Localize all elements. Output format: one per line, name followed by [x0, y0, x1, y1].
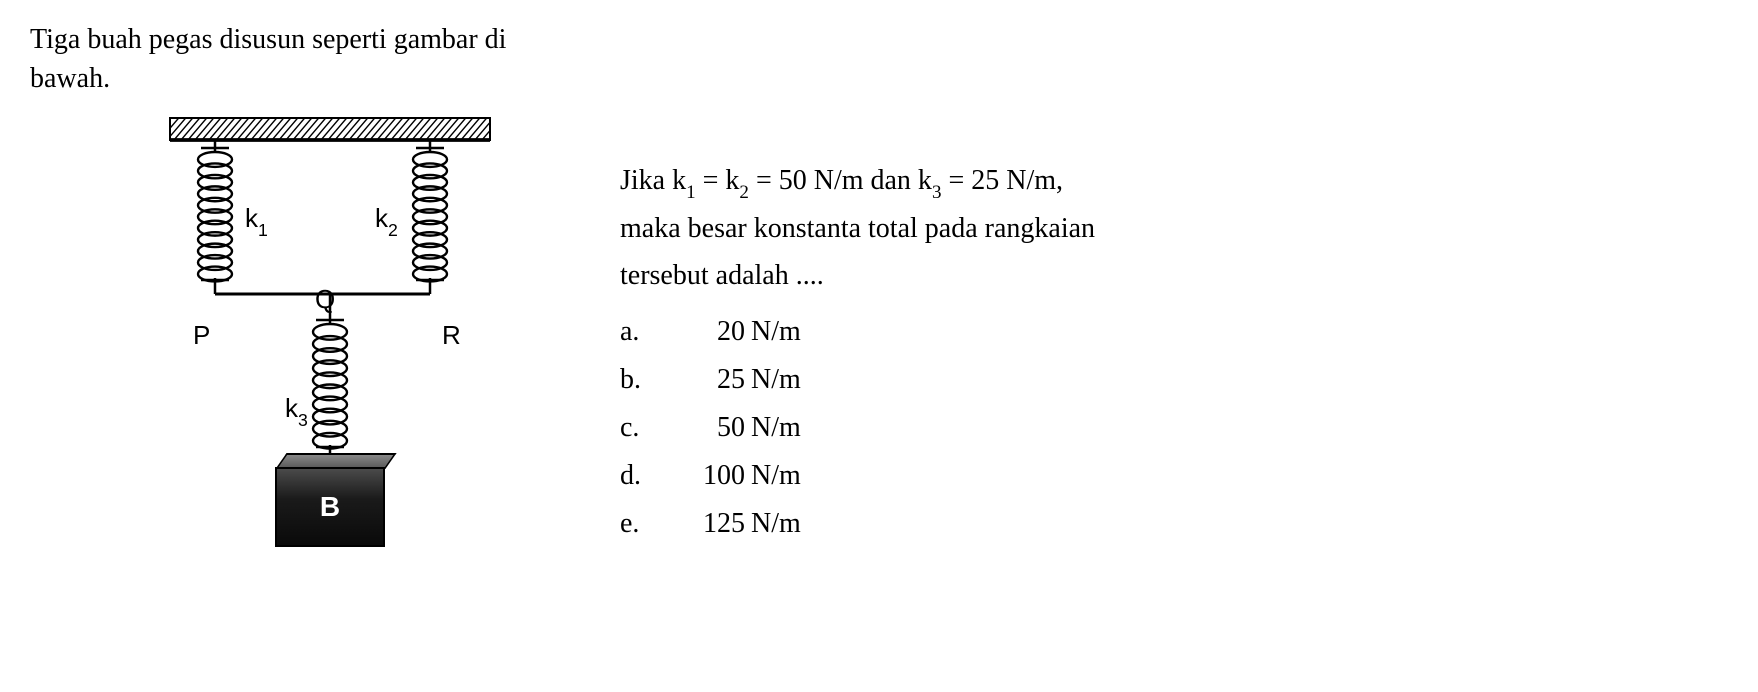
option-letter: b. [620, 359, 675, 401]
option-value: 50 [675, 407, 745, 449]
question-line-3: tersebut adalah .... [620, 260, 824, 291]
label-k1: k1 [245, 203, 268, 238]
option-unit: N/m [751, 311, 801, 353]
question-line-2: maka besar konstanta total pada rangkaia… [620, 213, 1095, 244]
mass-block: B [275, 467, 385, 547]
option-value: 20 [675, 311, 745, 353]
intro-line-2: bawah. [30, 59, 1728, 98]
option-letter: c. [620, 407, 675, 449]
spring-diagram: k1 k2 k3 P Q R B [130, 108, 580, 658]
question-text: Jika k1 = k2 = 50 N/m dan k3 = 25 N/m, m… [620, 158, 1728, 298]
option-d: d. 100 N/m [620, 455, 1728, 497]
option-e: e. 125 N/m [620, 503, 1728, 545]
options-list: a. 20 N/m b. 25 N/m c. 50 N/m d. 100 N/m… [620, 311, 1728, 545]
block-label: B [320, 491, 340, 523]
option-b: b. 25 N/m [620, 359, 1728, 401]
option-a: a. 20 N/m [620, 311, 1728, 353]
option-value: 100 [675, 455, 745, 497]
label-k3: k3 [285, 393, 308, 428]
diagram-svg [130, 108, 580, 658]
option-letter: e. [620, 503, 675, 545]
option-c: c. 50 N/m [620, 407, 1728, 449]
intro-line-1: Tiga buah pegas disusun seperti gambar d… [30, 20, 1728, 59]
option-value: 25 [675, 359, 745, 401]
option-unit: N/m [751, 455, 801, 497]
label-q: Q [315, 284, 335, 315]
option-unit: N/m [751, 407, 801, 449]
option-unit: N/m [751, 359, 801, 401]
option-unit: N/m [751, 503, 801, 545]
option-letter: d. [620, 455, 675, 497]
option-letter: a. [620, 311, 675, 353]
label-p: P [193, 320, 210, 351]
question-line-1: Jika k1 = k2 = 50 N/m dan k3 = 25 N/m, [620, 165, 1063, 196]
option-value: 125 [675, 503, 745, 545]
label-r: R [442, 320, 461, 351]
label-k2: k2 [375, 203, 398, 238]
